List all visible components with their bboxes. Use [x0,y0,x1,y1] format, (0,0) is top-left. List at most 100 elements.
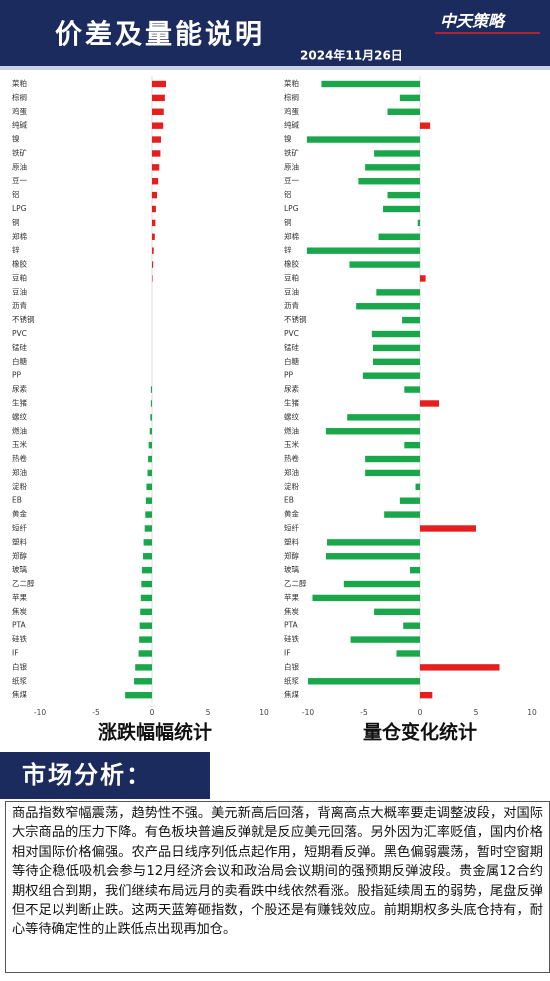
bar [150,386,152,393]
bar [417,219,420,227]
category-label: 锌 [12,245,20,255]
bar [149,428,152,435]
category-label: 镍 [284,134,292,144]
category-label: 豆油 [284,286,299,296]
bar [143,539,152,546]
category-label: 原油 [284,161,299,171]
bar [362,372,420,379]
category-label: 白银 [284,661,299,671]
bar [138,650,152,657]
bar [148,441,152,449]
bar [152,233,155,240]
bar [152,219,156,227]
category-label: 菜粕 [284,78,299,88]
category-label: 棕榈 [12,92,27,102]
bar [150,414,152,421]
bar [415,483,420,491]
category-label: 橡胶 [12,259,27,269]
bar [374,150,420,157]
x-tick-label: -5 [92,708,100,717]
category-label: 郑棉 [284,231,299,241]
category-label: 豆一 [284,176,299,185]
category-label: 尿素 [12,384,27,394]
category-label: 短纤 [12,522,27,532]
analysis-heading-box [0,752,210,799]
x-tick-label: -10 [302,708,314,717]
bar [365,469,420,477]
category-label: 燃油 [12,425,27,435]
category-label: 棕榈 [284,92,299,102]
category-label: 螺纹 [12,411,27,421]
category-label: 焦炭 [12,606,27,616]
category-label: PVC [12,329,27,338]
bar [140,594,152,602]
bar [420,664,500,671]
category-label: 热卷 [12,453,27,463]
bar [402,316,420,324]
analysis-text: 商品指数窄幅震荡，趋势性不强。美元新高后回落，背离高点大概率要走调整波段，对国际… [5,801,550,973]
category-label: 黄金 [12,509,27,519]
bar [125,691,152,699]
bar [152,205,156,213]
bar [350,636,420,643]
category-label: PP [284,371,294,380]
category-label: 豆油 [12,286,27,296]
bar [152,94,165,102]
category-label: 鸡蛋 [12,106,27,116]
chart-title: 涨跌幅幅统计 [98,721,212,744]
x-tick-label: 10 [527,708,537,717]
bar [146,483,152,491]
bar [404,441,420,449]
bar [306,136,420,143]
bar [349,261,420,268]
canvas: 价差及量能说明 2024年11月26日 中天策略 涨跌幅幅统计 量仓变化统计 市… [0,0,550,799]
bar [143,553,152,560]
category-label: 纸浆 [284,675,299,685]
bar [145,497,152,504]
category-label: 铜 [284,217,292,227]
category-label: 豆粕 [284,272,299,282]
category-label: 焦煤 [12,689,27,699]
category-label: 不锈钢 [284,314,307,324]
category-label: 焦炭 [284,606,299,616]
bar [420,400,440,407]
category-label: 白糖 [284,356,299,366]
category-label: 铁矿 [284,147,299,157]
category-label: 黄金 [284,509,299,519]
bar [384,511,420,518]
bar [150,400,152,407]
category-label: 纯碱 [284,120,299,130]
bar [399,497,420,504]
category-label: 沥青 [12,300,27,310]
category-label: LPG [284,204,299,213]
header-date: 2024年11月26日 [300,48,403,63]
bar [152,275,153,282]
category-label: 螺纹 [284,411,299,421]
bar [403,622,420,629]
bar [356,303,420,310]
category-label: 郑棉 [12,231,27,241]
category-label: 短纤 [284,522,299,532]
bar [420,525,476,532]
x-tick-label: -5 [360,708,368,717]
x-tick-label: 5 [474,708,479,717]
category-label: 热卷 [284,453,299,463]
category-label: 铜 [12,217,20,227]
x-tick-label: 10 [259,708,269,717]
chart-title: 量仓变化统计 [363,721,477,744]
bar [343,580,420,588]
bar [396,650,420,657]
category-label: 硅铁 [12,634,27,644]
category-label: IF [12,648,19,657]
bar [141,566,152,574]
logo: 中天策略 [440,12,506,31]
category-label: 塑料 [284,536,299,546]
category-label: 镍 [12,134,20,144]
bar [420,275,426,282]
bar [372,358,420,365]
category-label: PVC [284,329,299,338]
bar [376,289,420,296]
bar [420,691,433,699]
bar [420,122,431,129]
